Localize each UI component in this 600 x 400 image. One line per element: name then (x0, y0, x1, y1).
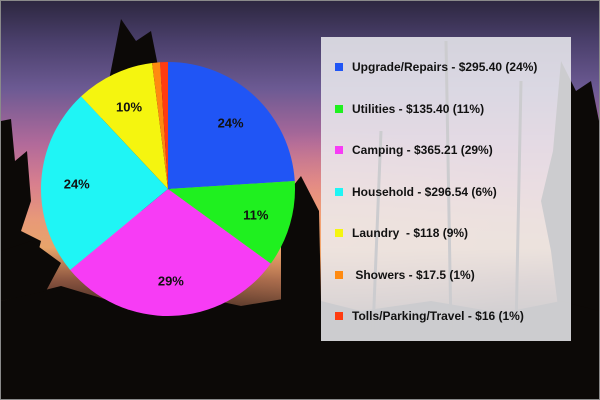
legend-swatch-6 (335, 312, 343, 320)
pie-slice-3 (41, 96, 169, 270)
legend-swatch-3 (335, 187, 343, 196)
legend-item-2: Camping - $365.21 (29%) (335, 142, 493, 158)
pie-slice-6 (160, 62, 168, 189)
slice-percent-label-2: 29% (158, 273, 184, 288)
pie-slice-5 (152, 62, 168, 189)
legend-swatch-4 (335, 229, 343, 237)
legend-swatch-1 (335, 104, 343, 113)
slice-percent-label-4: 10% (116, 99, 142, 114)
legend-label-5: Showers - $17.5 (1%) (352, 267, 475, 282)
legend-label-4: Laundry - $118 (9%) (352, 226, 469, 240)
pie-slice-4 (81, 63, 168, 189)
slice-percent-label-3: 24% (64, 176, 90, 191)
legend-label-6: Tolls/Parking/Travel - $16 (1%) (352, 309, 524, 323)
legend-swatch-5 (335, 270, 343, 279)
legend-label-0: Upgrade/Repairs - $295.40 (24%) (352, 60, 538, 74)
slice-percent-label-0: 24% (218, 115, 244, 130)
pie-slice-1 (168, 181, 295, 264)
legend-swatch-2 (335, 146, 343, 154)
legend-label-1: Utilities - $135.40 (11%) (352, 101, 485, 116)
legend-label-2: Camping - $365.21 (29%) (352, 143, 493, 157)
legend-item-3: Household - $296.54 (6%) (335, 184, 497, 200)
legend-item-6: Tolls/Parking/Travel - $16 (1%) (335, 308, 524, 324)
pie-slice-2 (70, 189, 271, 316)
legend-item-5: Showers - $17.5 (1%) (335, 267, 475, 283)
legend-item-1: Utilities - $135.40 (11%) (335, 101, 484, 117)
legend-item-0: Upgrade/Repairs - $295.40 (24%) (335, 59, 537, 75)
slice-percent-label-1: 11% (243, 208, 269, 223)
legend-label-3: Household - $296.54 (6%) (352, 184, 497, 199)
legend-swatch-0 (335, 63, 343, 71)
pie-slice-0 (168, 62, 295, 189)
legend: Upgrade/Repairs - $295.40 (24%) Utilities… (321, 37, 571, 341)
legend-item-4: Laundry - $118 (9%) (335, 225, 468, 241)
